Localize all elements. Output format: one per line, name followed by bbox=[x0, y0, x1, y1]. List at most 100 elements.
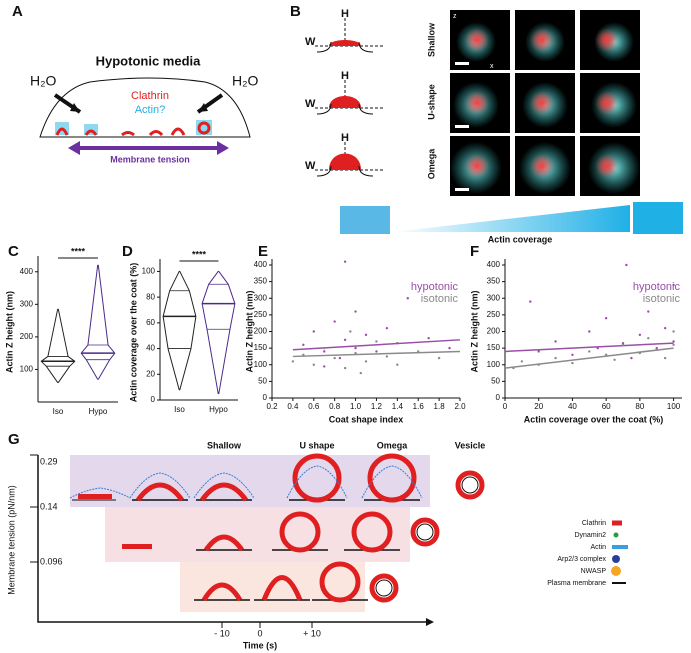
point bbox=[621, 341, 625, 345]
point bbox=[520, 360, 524, 363]
y-tick-label: 50 bbox=[491, 376, 500, 385]
coat bbox=[319, 561, 361, 603]
stage: U shape bbox=[299, 440, 334, 450]
tension-label: Membrane tension bbox=[110, 154, 190, 164]
x-tick-label: 0 bbox=[257, 628, 262, 638]
coat bbox=[122, 544, 152, 549]
y-tick-label: 150 bbox=[254, 343, 268, 352]
legend-swatch bbox=[611, 566, 621, 576]
point bbox=[323, 350, 326, 353]
scale-bar bbox=[455, 62, 469, 65]
y-label: Actin Z height (nm) bbox=[469, 291, 479, 373]
panel-label: G bbox=[8, 431, 20, 448]
fit-line bbox=[292, 339, 461, 351]
coat bbox=[351, 511, 393, 553]
point bbox=[343, 260, 347, 263]
point bbox=[554, 340, 557, 343]
x-tick-label: Hypo bbox=[89, 407, 108, 416]
point bbox=[663, 356, 667, 360]
fit-line bbox=[504, 342, 674, 353]
vesicle-membrane bbox=[416, 523, 434, 541]
point bbox=[364, 360, 368, 363]
y-tick-label: 100 bbox=[487, 360, 501, 369]
point bbox=[625, 263, 628, 267]
point bbox=[338, 356, 342, 360]
point bbox=[406, 297, 409, 300]
signal bbox=[530, 154, 554, 178]
x-tick-label: 0.6 bbox=[308, 402, 320, 411]
x-label: Actin coverage over the coat (%) bbox=[524, 414, 664, 424]
x-tick-label: 1.2 bbox=[371, 402, 383, 411]
point bbox=[312, 363, 315, 366]
actin bbox=[193, 472, 255, 499]
y-tick-label: 100 bbox=[20, 365, 34, 374]
coat bbox=[292, 453, 342, 503]
x-tick-label: Hypo bbox=[209, 405, 228, 414]
point bbox=[354, 351, 357, 355]
point bbox=[672, 283, 675, 287]
x-tick-label: 40 bbox=[568, 402, 577, 411]
y-tick-label: 400 bbox=[254, 260, 268, 269]
stage: Vesicle bbox=[455, 440, 486, 450]
membrane bbox=[316, 41, 374, 53]
point bbox=[364, 333, 368, 337]
point bbox=[385, 355, 389, 358]
legend-swatch bbox=[612, 520, 622, 526]
signal bbox=[595, 28, 619, 52]
panel-label: A bbox=[12, 3, 23, 20]
signal bbox=[530, 28, 554, 52]
legend-entry: Plasma membrane bbox=[547, 580, 606, 587]
membrane bbox=[316, 103, 374, 115]
y-tick-label: 20 bbox=[146, 369, 155, 378]
x-tick-label: 0.4 bbox=[287, 402, 299, 411]
point bbox=[396, 363, 399, 366]
point bbox=[571, 353, 574, 356]
legend-entry: isotonic bbox=[421, 293, 459, 305]
row-label: Omega bbox=[426, 148, 436, 180]
y-label: Actin Z height (nm) bbox=[4, 291, 14, 373]
coat bbox=[329, 40, 361, 46]
point bbox=[437, 356, 441, 360]
y-tick-label: 0 bbox=[263, 393, 268, 402]
x-label: Time (s) bbox=[243, 640, 277, 650]
point bbox=[588, 350, 591, 353]
point bbox=[529, 300, 532, 303]
x-tick-label: 1.4 bbox=[392, 402, 404, 411]
x-tick-label: 100 bbox=[667, 402, 681, 411]
x-tick-label: 80 bbox=[635, 402, 644, 411]
signal bbox=[465, 28, 489, 52]
actin bbox=[69, 487, 131, 499]
y-tick-label: 200 bbox=[254, 327, 268, 336]
h-label: H bbox=[341, 132, 349, 144]
y-tick-label: 0 bbox=[151, 395, 156, 404]
legend-entry: hypotonic bbox=[633, 281, 681, 293]
point bbox=[385, 326, 389, 330]
point bbox=[448, 346, 451, 350]
coat bbox=[135, 482, 185, 502]
point bbox=[663, 326, 667, 330]
point bbox=[354, 346, 357, 350]
pits bbox=[55, 120, 212, 137]
coat bbox=[261, 575, 303, 601]
point bbox=[343, 366, 347, 370]
point bbox=[291, 360, 295, 363]
y-tick-label: 0 bbox=[496, 393, 501, 402]
y-tick-label: 150 bbox=[487, 343, 501, 352]
y-label: Membrane tension (pN/nm) bbox=[6, 485, 16, 595]
y-tick-label: 80 bbox=[146, 292, 155, 301]
y-tick-label: 250 bbox=[254, 310, 268, 319]
signal bbox=[595, 91, 619, 115]
panel-a: Hypotonic media H₂O H₂O Clathrin Actin? … bbox=[30, 53, 259, 164]
coverage-label: Actin coverage bbox=[488, 234, 553, 244]
point bbox=[427, 336, 430, 340]
scale-bar bbox=[455, 125, 469, 128]
x-tick-label: - 10 bbox=[214, 628, 230, 638]
legend-entry: Arp2/3 complex bbox=[557, 556, 606, 563]
coat bbox=[201, 582, 243, 602]
point bbox=[554, 356, 557, 360]
coat bbox=[78, 494, 112, 499]
violin bbox=[162, 270, 197, 391]
point bbox=[323, 346, 326, 350]
actin-label: Actin? bbox=[135, 104, 166, 116]
